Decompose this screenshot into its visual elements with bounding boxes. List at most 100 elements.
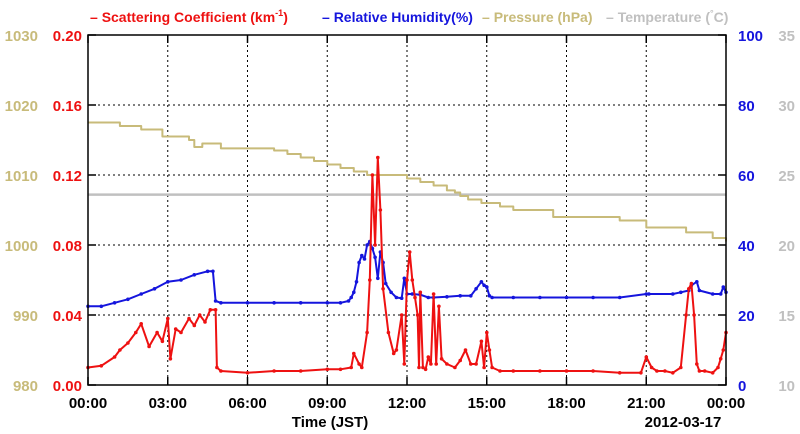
point-scattering xyxy=(402,362,407,366)
point-humidity xyxy=(482,283,486,288)
point-humidity xyxy=(410,292,415,296)
point-humidity xyxy=(538,295,542,300)
y-tick-label-temperature: 10 xyxy=(778,378,795,395)
point-humidity xyxy=(697,288,702,293)
point-scattering xyxy=(386,330,391,335)
point-humidity xyxy=(710,292,715,296)
point-humidity xyxy=(485,285,489,289)
point-scattering xyxy=(365,330,369,335)
y-tick-label-temperature: 25 xyxy=(778,168,795,185)
point-scattering xyxy=(487,348,492,352)
point-scattering xyxy=(407,250,412,254)
point-scattering xyxy=(173,327,178,331)
point-scattering xyxy=(298,369,303,373)
point-humidity xyxy=(166,280,170,284)
legend-temperature-tail: C) xyxy=(714,9,729,25)
date-label: 2012-03-17 xyxy=(645,414,722,431)
point-humidity xyxy=(399,296,404,301)
point-humidity xyxy=(152,287,157,291)
point-scattering xyxy=(112,355,117,359)
tick-layer: 00:00 03:00 06:00 09:00 12:00 15:00 18:00 21:00… xyxy=(5,28,795,412)
point-scattering xyxy=(373,243,377,247)
point-humidity xyxy=(402,276,407,281)
point-humidity xyxy=(644,292,649,296)
legend-pressure-label: Pressure (hPa) xyxy=(494,9,593,25)
x-tick-label: 09:00 xyxy=(308,395,346,412)
point-humidity xyxy=(357,260,361,265)
point-scattering xyxy=(702,369,707,373)
y-tick-label-pressure: 990 xyxy=(13,308,38,325)
point-scattering xyxy=(118,348,122,352)
legend-scattering-label: Scattering Coefficient (km xyxy=(102,9,275,25)
legend-pressure: – Pressure (hPa) xyxy=(482,9,593,25)
point-scattering xyxy=(511,369,516,373)
y-tick-label-humidity: 20 xyxy=(738,308,755,325)
point-scattering xyxy=(399,313,404,317)
point-scattering xyxy=(485,330,489,335)
point-humidity xyxy=(213,299,218,303)
y-tick-label-humidity: 60 xyxy=(738,168,755,185)
x-tick-label: 21:00 xyxy=(627,395,665,412)
point-humidity xyxy=(352,290,356,295)
point-scattering xyxy=(426,355,431,359)
point-humidity xyxy=(325,301,330,305)
point-humidity xyxy=(179,278,183,282)
point-scattering xyxy=(429,362,433,366)
point-scattering xyxy=(134,330,138,335)
x-tick-label: 00:00 xyxy=(707,395,745,412)
point-scattering xyxy=(370,173,375,177)
point-scattering xyxy=(617,371,622,375)
point-scattering xyxy=(192,323,197,328)
series-line-scattering xyxy=(87,156,727,374)
point-humidity xyxy=(718,292,723,296)
point-humidity xyxy=(126,297,130,302)
point-scattering xyxy=(147,344,151,349)
y-tick-label-scattering: 0.04 xyxy=(53,308,83,325)
point-scattering xyxy=(126,341,130,345)
y-tick-label-pressure: 1010 xyxy=(5,168,38,185)
point-scattering xyxy=(415,313,420,317)
point-scattering xyxy=(684,313,688,317)
point-scattering xyxy=(458,358,463,363)
point-scattering xyxy=(689,281,694,286)
point-humidity xyxy=(219,301,223,305)
point-scattering xyxy=(644,355,649,359)
legend-humidity-label: Relative Humidity(%) xyxy=(334,9,473,25)
point-humidity xyxy=(211,269,215,274)
point-humidity xyxy=(383,281,388,286)
point-scattering xyxy=(413,295,417,300)
point-scattering xyxy=(463,348,468,352)
point-scattering xyxy=(338,367,343,372)
legend-scattering: – Scattering Coefficient (km-1) xyxy=(90,8,288,25)
point-humidity xyxy=(445,295,449,299)
point-humidity xyxy=(490,295,494,300)
point-scattering xyxy=(197,313,202,317)
point-scattering xyxy=(357,362,361,366)
point-humidity xyxy=(671,292,675,296)
point-humidity xyxy=(721,285,726,289)
point-scattering xyxy=(490,365,494,370)
point-scattering xyxy=(479,339,484,344)
point-humidity xyxy=(298,301,303,305)
point-scattering xyxy=(498,369,502,373)
point-scattering xyxy=(360,365,364,370)
point-humidity xyxy=(272,301,276,305)
point-scattering xyxy=(187,316,191,321)
point-scattering xyxy=(423,367,428,372)
point-humidity xyxy=(349,295,354,300)
y-tick-label-pressure: 1030 xyxy=(5,28,38,45)
point-scattering xyxy=(687,287,691,291)
point-scattering xyxy=(349,365,354,370)
y-tick-label-pressure: 980 xyxy=(13,378,38,395)
point-scattering xyxy=(482,365,486,370)
point-humidity xyxy=(346,299,351,303)
point-scattering xyxy=(405,278,409,282)
y-tick-label-pressure: 1000 xyxy=(5,238,38,255)
point-scattering xyxy=(564,369,569,373)
point-scattering xyxy=(160,339,165,344)
point-scattering xyxy=(352,351,356,356)
point-humidity xyxy=(338,301,343,305)
x-tick-label: 00:00 xyxy=(69,395,107,412)
point-scattering xyxy=(208,308,213,312)
